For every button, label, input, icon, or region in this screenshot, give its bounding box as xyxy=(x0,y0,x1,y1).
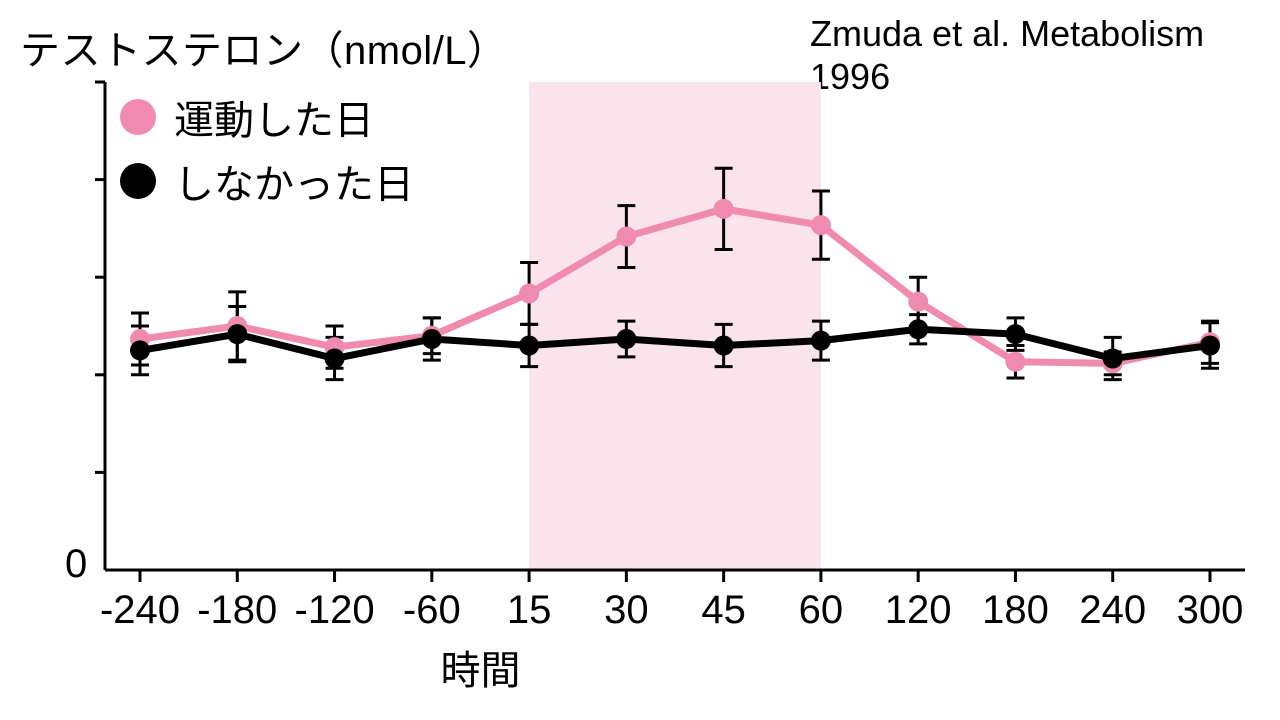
y-axis-zero-label: 0 xyxy=(65,542,87,587)
x-tick-label: 300 xyxy=(1177,588,1244,633)
x-tick-label: 180 xyxy=(982,588,1049,633)
chart-stage: テストステロン（nmol/L） Zmuda et al. Metabolism … xyxy=(0,0,1280,720)
x-tick-label: -60 xyxy=(403,588,461,633)
x-tick-label: 30 xyxy=(604,588,649,633)
x-tick-label: 120 xyxy=(885,588,952,633)
x-tick-label: 15 xyxy=(507,588,552,633)
x-tick-label: -240 xyxy=(100,588,180,633)
x-tick-label: -120 xyxy=(295,588,375,633)
x-tick-label: 45 xyxy=(701,588,746,633)
x-tick-label: -180 xyxy=(197,588,277,633)
x-axis-title: 時間 xyxy=(440,638,520,696)
x-tick-label: 240 xyxy=(1079,588,1146,633)
x-tick-label: 60 xyxy=(799,588,844,633)
